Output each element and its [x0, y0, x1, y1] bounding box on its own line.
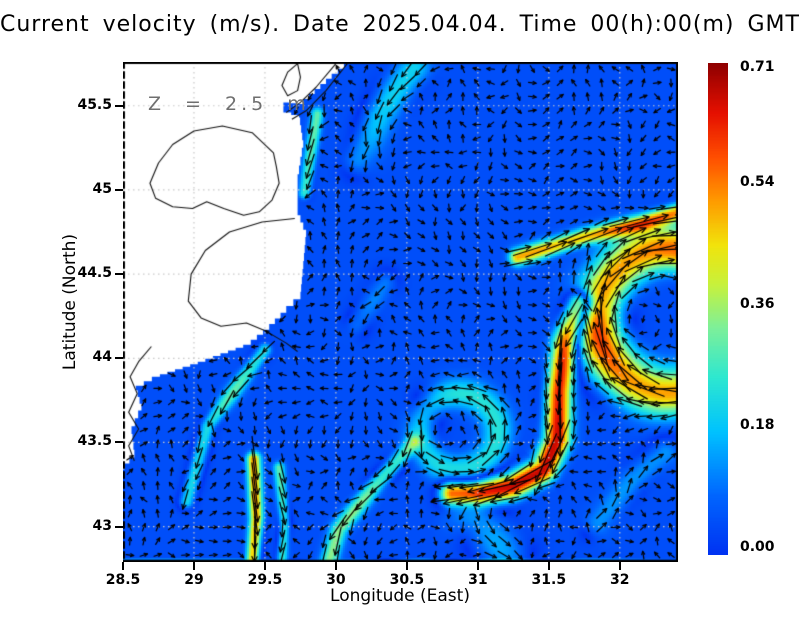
x-tick-mark: [334, 562, 337, 570]
y-tick-label: 43: [92, 517, 112, 534]
y-tick-mark: [115, 273, 123, 276]
y-tick-label: 43.5: [77, 433, 112, 450]
y-tick-label: 45.5: [77, 96, 112, 113]
colorbar-tick-label: 0.36: [740, 295, 775, 312]
x-tick-mark: [263, 562, 266, 570]
x-tick-label: 29: [184, 572, 204, 588]
y-tick-label: 44: [92, 349, 112, 366]
figure-title: Current velocity (m/s). Date 2025.04.04.…: [0, 12, 800, 37]
y-tick-mark: [115, 441, 123, 444]
y-tick-label: 44.5: [77, 265, 112, 282]
colorbar-tick-label: 0.00: [740, 539, 775, 555]
z-depth-annotation: Z = 2.5 m: [148, 93, 310, 115]
x-tick-label: 32: [610, 572, 630, 588]
colorbar-tick-label: 0.71: [740, 59, 775, 75]
x-tick-label: 30: [326, 572, 346, 588]
x-tick-mark: [476, 562, 479, 570]
x-tick-mark: [618, 562, 621, 570]
x-tick-label: 31.5: [531, 572, 567, 588]
y-tick-mark: [115, 357, 123, 360]
colorbar-tick-label: 0.18: [740, 417, 775, 434]
x-tick-mark: [122, 562, 124, 570]
colorbar-canvas: [708, 63, 728, 555]
x-tick-mark: [547, 562, 550, 570]
x-tick-mark: [405, 562, 408, 570]
x-tick-label: 29.5: [247, 572, 283, 588]
x-tick-label: 30.5: [389, 572, 425, 588]
y-tick-mark: [115, 104, 123, 107]
x-tick-label: 31: [468, 572, 488, 588]
y-tick-label: 45: [92, 180, 112, 197]
y-tick-mark: [115, 188, 123, 191]
y-tick-mark: [115, 525, 123, 528]
x-axis-label: Longitude (East): [330, 586, 470, 606]
colorbar-tick-label: 0.54: [740, 173, 775, 190]
map-canvas: [123, 62, 678, 562]
x-tick-label: 28.5: [105, 572, 141, 588]
x-tick-mark: [192, 562, 195, 570]
